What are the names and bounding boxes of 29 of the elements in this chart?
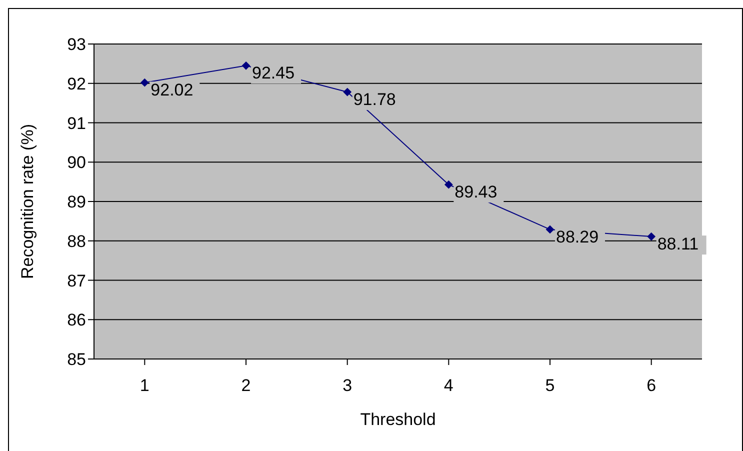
y-tick-label: 88: [67, 232, 86, 251]
y-tick-label: 93: [67, 35, 86, 54]
point: [444, 180, 453, 189]
point: [546, 225, 554, 234]
data-label: 92.02: [150, 80, 194, 100]
x-tick-label: 1: [140, 376, 150, 396]
y-tick-label: 90: [67, 153, 86, 172]
point: [343, 88, 352, 96]
y-axis-title: Recognition rate (%): [18, 124, 38, 279]
point: [647, 232, 656, 241]
data-label: 88.11: [657, 234, 699, 254]
x-axis-title: Threshold: [360, 410, 436, 429]
y-tick-label: 89: [67, 192, 86, 212]
x-tick-label: 5: [545, 376, 555, 396]
data-label: 92.45: [252, 64, 295, 83]
y-tick-label: 86: [67, 310, 86, 330]
x-tick-label: 6: [646, 376, 656, 396]
y-tick-label: 92: [67, 74, 86, 94]
x-tick-label: 3: [342, 376, 352, 396]
point: [140, 78, 149, 87]
data-label: 88.29: [556, 227, 599, 246]
x-tick-label: 4: [444, 376, 454, 396]
x-tick-label: 2: [241, 376, 251, 396]
y-tick-label: 85: [67, 350, 86, 370]
y-tick-label: 87: [67, 271, 86, 290]
data-label: 91.78: [353, 90, 396, 110]
y-tick-label: 91: [67, 114, 86, 133]
point: [242, 62, 250, 70]
data-label: 89.43: [454, 182, 498, 202]
